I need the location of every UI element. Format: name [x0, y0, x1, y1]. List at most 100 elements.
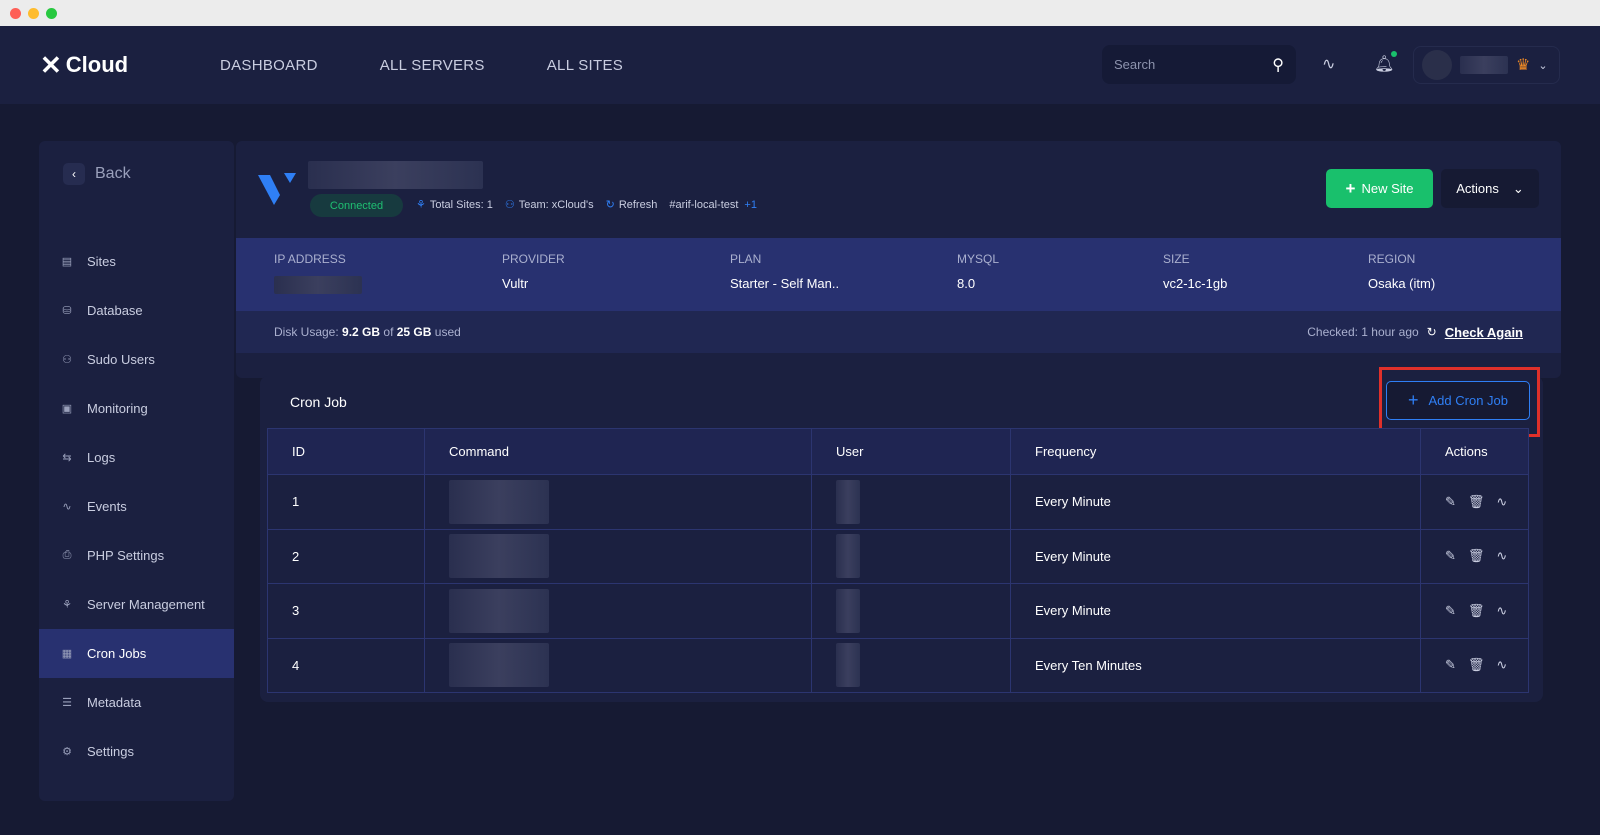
server-info-band: IP ADDRESS PROVIDER Vultr PLAN Starter - S…	[236, 238, 1561, 311]
new-site-button[interactable]: + New Site	[1326, 169, 1433, 208]
info-label: REGION	[1368, 252, 1416, 266]
sidebar-item-settings[interactable]: ⚙ Settings	[39, 727, 234, 776]
actions-dropdown[interactable]: Actions ⌄	[1441, 169, 1539, 208]
cell-id: 1	[267, 474, 425, 530]
info-value: vc2-1c-1gb	[1163, 276, 1228, 291]
nav-all-sites[interactable]: ALL SITES	[546, 56, 624, 74]
cell-command	[424, 583, 812, 639]
minimize-window-button[interactable]	[28, 7, 39, 19]
info-size: SIZE vc2-1c-1gb	[1163, 252, 1227, 291]
tag-more[interactable]: +1	[744, 198, 757, 211]
total-sites: ⚘ Total Sites: 1	[416, 198, 493, 211]
cell-frequency: Every Minute	[1010, 474, 1421, 530]
nav-all-servers[interactable]: ALL SERVERS	[379, 56, 485, 74]
sidebar-item-label: Server Management	[87, 597, 205, 612]
server-panel: Connected ⚘ Total Sites: 1 ⚇ Team: xCloud'…	[236, 141, 1561, 378]
add-cron-job-button[interactable]: + Add Cron Job	[1386, 381, 1530, 420]
cell-user	[811, 583, 1011, 639]
info-label: PROVIDER	[502, 252, 565, 266]
cell-id: 3	[267, 583, 425, 639]
edit-icon[interactable]: ✎	[1445, 493, 1456, 509]
sidebar-item-label: Settings	[87, 744, 134, 759]
sidebar: ‹ Back ▤ Sites ⛁ Database ⚇ Sudo Users ▣ Moni…	[39, 141, 234, 801]
disk-used: 9.2 GB	[342, 325, 381, 339]
user-redacted	[836, 643, 860, 688]
sidebar-item-monitoring[interactable]: ▣ Monitoring	[39, 384, 234, 433]
ip-redacted	[274, 276, 362, 294]
trash-icon[interactable]: 🗑︎	[1467, 602, 1485, 618]
database-icon: ⛁	[62, 305, 72, 317]
user-redacted	[836, 534, 860, 579]
trash-icon[interactable]: 🗑︎	[1467, 493, 1485, 509]
crown-icon: ♛	[1516, 57, 1531, 74]
cell-user	[811, 528, 1011, 584]
user-name-redacted	[1460, 56, 1508, 74]
sidebar-item-label: Metadata	[87, 695, 142, 710]
refresh-button[interactable]: ↻ Refresh	[606, 198, 658, 211]
cell-command	[424, 637, 812, 693]
search-input[interactable]: Search ⚲	[1102, 45, 1296, 84]
cell-actions: ✎ 🗑︎ ∿	[1420, 474, 1529, 530]
sidebar-item-metadata[interactable]: ☰ Metadata	[39, 678, 234, 727]
edit-icon[interactable]: ✎	[1445, 657, 1456, 673]
brand-name: Cloud	[65, 52, 129, 77]
info-ip: IP ADDRESS	[274, 252, 362, 294]
table-row: 2 Every Minute ✎ 🗑︎ ∿	[267, 528, 1529, 584]
sidebar-item-label: Cron Jobs	[87, 646, 147, 661]
sidebar-item-sites[interactable]: ▤ Sites	[39, 237, 234, 286]
close-window-button[interactable]	[10, 7, 21, 19]
refresh-icon: ↻	[1426, 325, 1437, 339]
sites-icon: ▤	[61, 256, 73, 268]
trash-icon[interactable]: 🗑︎	[1467, 657, 1485, 673]
cell-frequency: Every Ten Minutes	[1010, 637, 1421, 693]
cron-icon: ▦	[61, 648, 73, 660]
user-menu[interactable]: ♛ ⌄	[1413, 46, 1560, 84]
info-mysql: MYSQL 8.0	[957, 252, 999, 291]
activity-icon[interactable]: ∿	[1496, 602, 1508, 618]
refresh-icon: ↻	[605, 199, 615, 211]
activity-icon[interactable]: ∿	[1496, 548, 1508, 564]
php-icon: ⎙	[62, 549, 72, 561]
disk-total: 25 GB	[396, 325, 432, 339]
vultr-logo-icon	[258, 173, 296, 205]
team-icon: ⚇	[504, 199, 515, 211]
bell-icon[interactable]: 🔔︎	[1374, 51, 1398, 74]
server-name-redacted	[308, 161, 483, 189]
cron-job-card: Cron Job + Add Cron Job ID Command User F…	[260, 367, 1543, 702]
maximize-window-button[interactable]	[46, 7, 57, 19]
sidebar-item-logs[interactable]: ⇆ Logs	[39, 433, 234, 482]
edit-icon[interactable]: ✎	[1445, 548, 1456, 564]
card-title: Cron Job	[290, 394, 347, 410]
edit-icon[interactable]: ✎	[1445, 602, 1456, 618]
disk-suffix: used	[434, 325, 461, 339]
sidebar-item-events[interactable]: ∿ Events	[39, 482, 234, 531]
new-site-label: New Site	[1361, 181, 1414, 196]
search-icon[interactable]: ⚲	[1272, 56, 1284, 74]
disk-of: of	[383, 325, 394, 339]
trash-icon[interactable]: 🗑︎	[1467, 548, 1485, 564]
activity-icon[interactable]: ∿	[1496, 493, 1508, 509]
sidebar-item-php-settings[interactable]: ⎙ PHP Settings	[39, 531, 234, 580]
activity-icon[interactable]: ∿	[1496, 657, 1508, 673]
nav-dashboard[interactable]: DASHBOARD	[220, 56, 318, 74]
sidebar-item-label: Database	[87, 303, 143, 318]
activity-icon[interactable]: ∿	[1322, 56, 1336, 73]
sidebar-item-label: Sudo Users	[87, 352, 155, 367]
back-button[interactable]: ‹ Back	[63, 163, 131, 185]
tag[interactable]: #arif-local-test	[669, 198, 739, 211]
status-badge: Connected	[310, 194, 403, 217]
cell-actions: ✎ 🗑︎ ∿	[1420, 583, 1529, 639]
metadata-icon: ☰	[62, 697, 72, 709]
cell-frequency: Every Minute	[1010, 528, 1421, 584]
logo[interactable]: ✕ Cloud	[40, 50, 220, 81]
sidebar-item-sudo-users[interactable]: ⚇ Sudo Users	[39, 335, 234, 384]
back-label: Back	[95, 165, 131, 182]
check-again-link[interactable]: Check Again	[1444, 324, 1523, 340]
info-value: Starter - Self Man..	[730, 276, 840, 291]
cell-actions: ✎ 🗑︎ ∿	[1420, 637, 1529, 693]
sidebar-item-database[interactable]: ⛁ Database	[39, 286, 234, 335]
sidebar-item-server-management[interactable]: ⚘ Server Management	[39, 580, 234, 629]
cell-id: 2	[267, 528, 425, 584]
sidebar-item-cron-jobs[interactable]: ▦ Cron Jobs	[39, 629, 234, 678]
actions-label: Actions	[1456, 181, 1499, 196]
